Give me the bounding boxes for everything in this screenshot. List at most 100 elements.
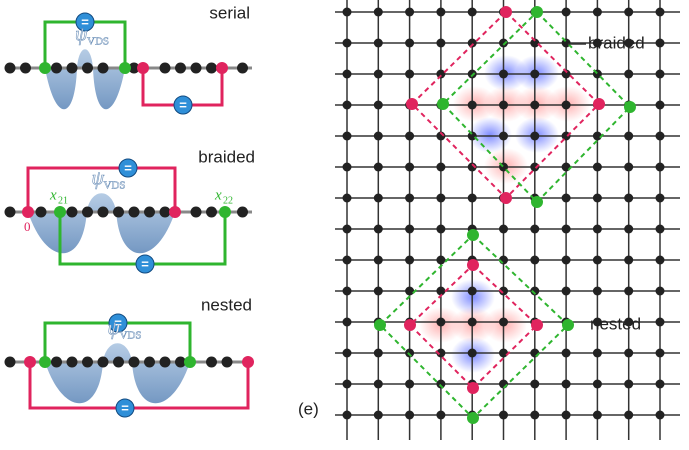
lattice-site xyxy=(624,194,633,203)
lattice-site xyxy=(530,132,539,141)
lattice-site xyxy=(656,8,665,17)
site xyxy=(191,207,202,218)
origin-label: 0 xyxy=(24,219,31,234)
site xyxy=(144,357,155,368)
lattice-site xyxy=(624,411,633,420)
lattice-site xyxy=(499,225,508,234)
site xyxy=(160,63,171,74)
lattice-site xyxy=(405,349,414,358)
lattice-site xyxy=(436,70,445,79)
site xyxy=(160,357,171,368)
lattice-site xyxy=(624,380,633,389)
lattice-site xyxy=(499,132,508,141)
lattice-site xyxy=(530,380,539,389)
site-red xyxy=(216,62,228,74)
site-green xyxy=(54,206,66,218)
lattice-site xyxy=(656,318,665,327)
lattice-site xyxy=(468,8,477,17)
site xyxy=(222,357,233,368)
lattice-site xyxy=(593,380,602,389)
lattice-site xyxy=(656,70,665,79)
site xyxy=(82,357,93,368)
lattice-site xyxy=(436,194,445,203)
site xyxy=(51,357,62,368)
lattice-site xyxy=(656,163,665,172)
chain-panels: ==serialψVDS==braidedψVDS==nestedψVDS0x2… xyxy=(5,3,256,417)
lattice-site xyxy=(656,380,665,389)
lattice-site xyxy=(343,70,352,79)
lattice-site xyxy=(593,411,602,420)
site-red xyxy=(467,259,479,271)
lattice-site xyxy=(562,225,571,234)
lattice-site xyxy=(436,39,445,48)
site-green xyxy=(467,229,479,241)
lattice-site xyxy=(374,101,383,110)
figure: ==serialψVDS==braidedψVDS==nestedψVDS0x2… xyxy=(0,0,689,445)
panel-label: serial xyxy=(209,3,250,22)
lattice-site xyxy=(530,349,539,358)
site xyxy=(129,207,140,218)
site-red xyxy=(137,62,149,74)
lattice-site xyxy=(593,256,602,265)
lattice-site xyxy=(562,380,571,389)
lattice-site xyxy=(405,287,414,296)
lattice-label: nested xyxy=(590,314,641,333)
lattice-site xyxy=(436,287,445,296)
lattice-site xyxy=(343,411,352,420)
site xyxy=(67,63,78,74)
site xyxy=(36,207,47,218)
lattice-site xyxy=(374,287,383,296)
site-red xyxy=(404,319,416,331)
lattice-site xyxy=(343,132,352,141)
equals-sign: = xyxy=(179,97,187,112)
site-green xyxy=(119,62,131,74)
site xyxy=(191,63,202,74)
lattice-site xyxy=(530,411,539,420)
lattice-site xyxy=(656,194,665,203)
psi-sub: VDS xyxy=(87,36,109,48)
site xyxy=(5,63,16,74)
site xyxy=(160,207,171,218)
site xyxy=(67,357,78,368)
lattice-site xyxy=(405,132,414,141)
lattice-site xyxy=(374,411,383,420)
wavefunction xyxy=(45,49,125,109)
lattice-site xyxy=(468,349,477,358)
lattice-site xyxy=(593,225,602,234)
site xyxy=(175,63,186,74)
lattice-site xyxy=(593,287,602,296)
lattice-site xyxy=(436,411,445,420)
lattice-site xyxy=(405,225,414,234)
x-label: x xyxy=(49,187,57,203)
lattice-site xyxy=(468,287,477,296)
lattice-site xyxy=(656,101,665,110)
lattice-site xyxy=(436,318,445,327)
lattice-site xyxy=(562,8,571,17)
lattice-site xyxy=(343,256,352,265)
lattice-site xyxy=(624,70,633,79)
equals-sign: = xyxy=(141,256,149,271)
lattice-site xyxy=(499,318,508,327)
lattice-site xyxy=(562,194,571,203)
lattice-site xyxy=(343,163,352,172)
lattice xyxy=(335,0,680,440)
lattice-site xyxy=(530,101,539,110)
x-label: x xyxy=(214,187,222,203)
lattice-site xyxy=(436,225,445,234)
lattice-site xyxy=(656,411,665,420)
site-green xyxy=(531,6,543,18)
equals-sign: = xyxy=(124,160,132,175)
lattice-site xyxy=(405,8,414,17)
site xyxy=(82,63,93,74)
lattice-site xyxy=(499,70,508,79)
site-green xyxy=(39,62,51,74)
lattice-site xyxy=(405,70,414,79)
lattice-site xyxy=(343,287,352,296)
lattice-site xyxy=(343,225,352,234)
site-red xyxy=(169,206,181,218)
lattice-site xyxy=(562,287,571,296)
lattice-site xyxy=(343,39,352,48)
lattice-site xyxy=(656,349,665,358)
site-green xyxy=(39,356,51,368)
site-green xyxy=(624,101,636,113)
